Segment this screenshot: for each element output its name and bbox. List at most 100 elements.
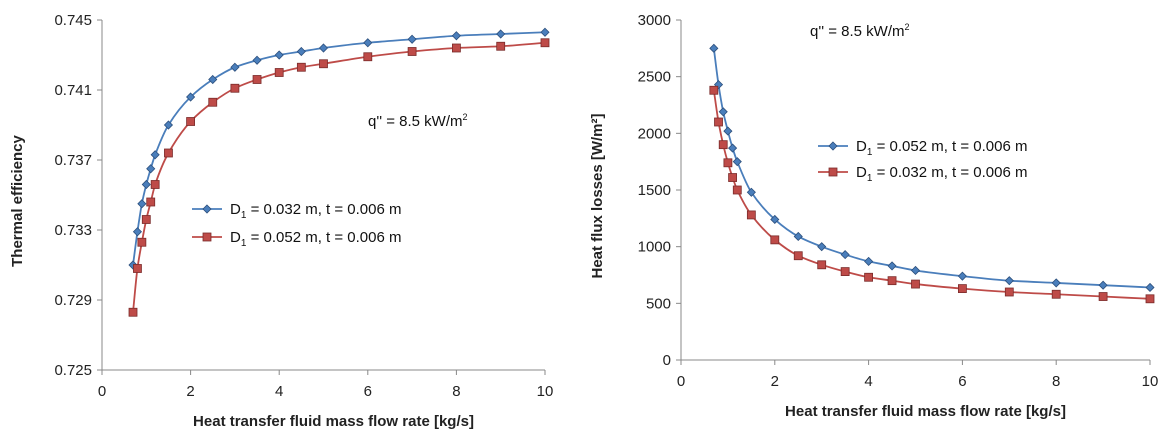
y-tick-label: 1000 [638,239,671,256]
heat-flux-annotation: q'' = 8.5 kW/m2 [368,112,468,130]
legend-label: D1 = 0.052 m, t = 0.006 m [230,229,402,249]
data-point [208,97,218,107]
series-1 [709,43,1155,293]
data-point [318,43,329,53]
data-point [146,164,156,174]
data-point [496,29,506,39]
data-point [957,271,967,281]
legend-label: D1 = 0.032 m, t = 0.006 m [856,164,1028,184]
x-tick-label: 4 [275,383,283,400]
x-axis-label: Heat transfer fluid mass flow rate [kg/s… [785,403,1066,420]
data-point [407,34,417,44]
data-point [274,50,284,60]
data-point [770,235,780,245]
data-point [1145,282,1155,293]
data-point [958,284,967,294]
data-point [319,59,328,69]
data-point [451,43,461,53]
data-point [496,41,506,51]
data-point [728,173,737,182]
data-point [252,55,262,65]
x-tick-label: 0 [98,383,106,400]
data-point [150,150,160,160]
y-tick-label: 2500 [638,69,671,86]
chart-1: 0.725 0.729 0.733 0.737 0.741 0.745 0 2 4 6 8 10 Hea… [9,12,553,430]
y-tick-label: 0 [663,352,671,369]
legend: D1 = 0.032 m, t = 0.006 m D1 = 0.052 m, t… [192,201,402,249]
data-point [709,43,719,53]
legend-marker [202,232,212,242]
heat-flux-annotation: q'' = 8.5 kW/m2 [810,22,910,40]
legend-label: D1 = 0.052 m, t = 0.006 m [856,138,1028,158]
data-point [137,237,147,247]
data-point [728,143,738,153]
data-point [296,46,306,57]
data-point [186,117,196,126]
data-point [887,261,897,271]
chart-2: 0 500 1000 1500 2000 2500 3000 0 2 4 6 8 10 Heat tran… [589,12,1158,420]
y-axis-label: Heat flux losses [W/m²] [589,113,606,278]
data-point [296,62,306,72]
data-point [864,272,873,282]
data-point [230,83,240,93]
series-1 [128,27,550,270]
y-tick-label: 3000 [638,12,671,29]
x-tick-label: 2 [186,383,194,400]
data-point [746,187,756,197]
x-tick-label: 10 [537,383,554,400]
data-point [709,85,719,95]
data-point [540,38,550,48]
data-point [714,117,723,127]
data-point [146,197,156,207]
data-point [1051,278,1061,288]
data-point [770,214,780,225]
x-tick-label: 8 [452,383,460,400]
data-point [723,126,733,136]
data-point [1098,280,1108,290]
y-tick-label: 0.729 [54,292,92,309]
y-tick-label: 500 [646,295,671,312]
data-point [363,38,373,48]
y-tick-label: 2000 [638,125,671,142]
data-point [840,250,850,260]
x-tick-label: 2 [771,373,779,390]
data-point [451,31,461,41]
data-point [164,148,173,158]
series-2 [709,85,1155,304]
data-point [793,251,803,261]
data-point [208,74,218,85]
y-tick-label: 0.733 [54,222,92,239]
x-tick-label: 0 [677,373,685,390]
data-point [274,68,284,77]
x-axis-label: Heat transfer fluid mass flow rate [kg/s… [193,413,474,430]
x-tick-label: 6 [364,383,372,400]
data-point [1004,287,1014,297]
data-point [540,27,550,37]
data-point [732,157,742,167]
data-point [137,199,147,209]
legend: D1 = 0.052 m, t = 0.006 m D1 = 0.032 m, t… [818,138,1028,184]
data-point [407,47,417,56]
data-point [230,62,240,72]
data-point [718,107,728,117]
data-point [718,140,728,150]
legend-marker [828,167,838,177]
data-point [723,158,733,168]
data-point [793,231,803,242]
data-point [133,264,142,273]
y-tick-label: 0.737 [54,152,92,169]
y-tick-label: 0.741 [54,82,92,99]
data-point [910,265,921,276]
data-point [150,180,160,189]
data-point [186,92,196,102]
data-point [911,279,920,289]
data-point [817,242,827,252]
data-point [141,179,151,190]
data-point [817,260,827,270]
data-point [132,227,143,237]
data-point [732,185,742,195]
data-point [1004,276,1014,286]
data-point [1145,294,1155,304]
x-tick-label: 10 [1142,373,1159,390]
data-point [163,120,174,130]
